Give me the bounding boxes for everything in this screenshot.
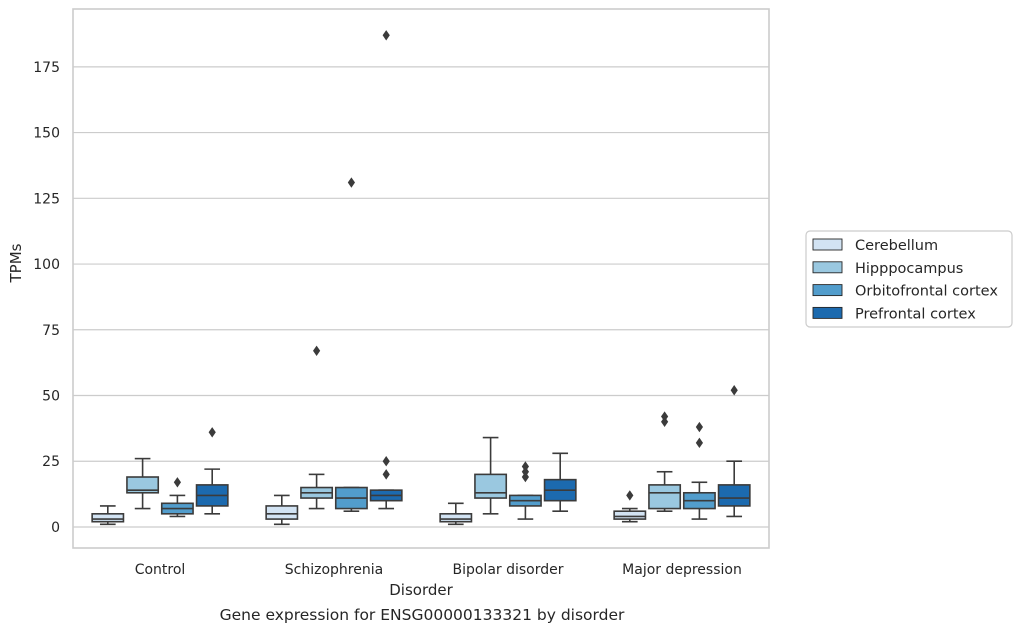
axes-frame <box>72 8 770 549</box>
outlier-point <box>695 421 703 433</box>
box-cerebellum-0 <box>91 505 125 526</box>
axes-border <box>72 8 770 549</box>
legend-label: Hipppocampus <box>855 261 963 277</box>
legend-item: Prefrontal cortex <box>812 306 976 322</box>
legend-label: Orbitofrontal cortex <box>855 284 998 300</box>
y-tick-label: 25 <box>42 454 60 470</box>
box-cerebellum-3 <box>613 490 647 523</box>
y-axis-ticks: 0 25 50 75 100 125 150 175 <box>33 60 60 536</box>
outlier-point <box>382 456 390 467</box>
iqr-box <box>91 513 125 523</box>
y-tick-label: 150 <box>33 126 60 142</box>
iqr-box <box>439 513 473 523</box>
outlier-point <box>730 385 738 396</box>
x-axis-ticks: Control Schizophrenia Bipolar disorder Majo… <box>135 562 742 578</box>
legend: Cerebellum Hipppocampus Orbitofrontal cort… <box>805 230 1013 328</box>
iqr-box <box>265 505 299 520</box>
legend-swatch <box>812 261 843 274</box>
legend-swatch <box>812 284 843 297</box>
outlier-point <box>208 427 216 438</box>
outlier-point <box>382 30 390 41</box>
box-hipppocampus-1 <box>300 345 334 510</box>
legend-item: Hipppocampus <box>812 261 963 277</box>
y-tick-label: 50 <box>42 389 60 405</box>
iqr-box <box>648 484 682 510</box>
plot-area <box>91 30 751 526</box>
box-orbitofrontal-cortex-3 <box>682 421 716 520</box>
outlier-point <box>626 490 634 501</box>
box-hipppocampus-2 <box>474 436 508 515</box>
box-cerebellum-1 <box>265 494 299 526</box>
y-axis-label: TPMs <box>7 243 25 283</box>
box-prefrontal-cortex-3 <box>717 385 751 518</box>
y-tick-label: 75 <box>42 323 60 339</box>
legend-label: Cerebellum <box>855 238 938 254</box>
outlier-point <box>382 469 390 480</box>
x-axis-label: Disorder <box>389 581 453 599</box>
outlier-point <box>521 461 529 472</box>
box-orbitofrontal-cortex-2 <box>508 461 542 520</box>
box-hipppocampus-3 <box>648 411 682 512</box>
outlier-point <box>521 466 529 477</box>
outlier-point <box>521 471 529 483</box>
iqr-box <box>717 484 751 507</box>
box-prefrontal-cortex-1 <box>369 30 403 510</box>
iqr-box <box>474 473 508 499</box>
box-cerebellum-2 <box>439 502 473 526</box>
y-tick-label: 125 <box>33 191 60 207</box>
figure-caption: Gene expression for ENSG00000133321 by d… <box>219 606 625 624</box>
legend-item: Orbitofrontal cortex <box>812 284 998 300</box>
box-hipppocampus-0 <box>126 457 160 510</box>
x-tick-label: Bipolar disorder <box>452 562 563 578</box>
box-orbitofrontal-cortex-1 <box>334 177 368 512</box>
outlier-point <box>347 177 355 188</box>
legend-swatch <box>812 238 843 251</box>
outlier-point <box>661 411 669 422</box>
y-tick-label: 100 <box>33 257 60 273</box>
gridlines <box>73 66 769 528</box>
legend-swatch <box>812 306 843 319</box>
legend-item: Cerebellum <box>812 238 938 254</box>
iqr-box <box>613 510 647 520</box>
legend-label: Prefrontal cortex <box>855 306 976 322</box>
outlier-point <box>173 477 181 488</box>
x-tick-label: Control <box>135 562 186 578</box>
box-prefrontal-cortex-0 <box>195 427 229 515</box>
box-orbitofrontal-cortex-0 <box>160 477 194 518</box>
outlier-point <box>313 345 321 357</box>
y-tick-label: 175 <box>33 60 60 76</box>
box-prefrontal-cortex-2 <box>543 452 577 512</box>
x-tick-label: Schizophrenia <box>285 562 383 578</box>
legend-frame <box>805 230 1013 328</box>
iqr-box <box>126 476 160 494</box>
outlier-point <box>661 416 669 427</box>
x-tick-label: Major depression <box>622 562 742 578</box>
y-tick-label: 0 <box>51 520 60 536</box>
outlier-point <box>695 437 703 449</box>
